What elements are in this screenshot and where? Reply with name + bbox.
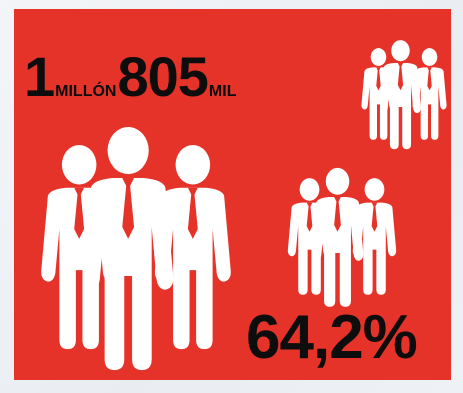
- people-group-icon: [286, 169, 398, 309]
- people-group-icon: [26, 129, 246, 374]
- headline-mil-label: MIL: [208, 83, 237, 100]
- infographic-panel: 1 MILLÓN 805 MIL 64,2%: [14, 9, 451, 380]
- headline-millon-number: 1: [24, 45, 55, 108]
- headline-mil-number: 805: [117, 45, 208, 108]
- headline: 1 MILLÓN 805 MIL: [24, 49, 237, 119]
- headline-millon-label: MILLÓN: [55, 83, 117, 100]
- people-group-icon: [360, 41, 448, 151]
- percentage-value: 64,2%: [246, 303, 418, 372]
